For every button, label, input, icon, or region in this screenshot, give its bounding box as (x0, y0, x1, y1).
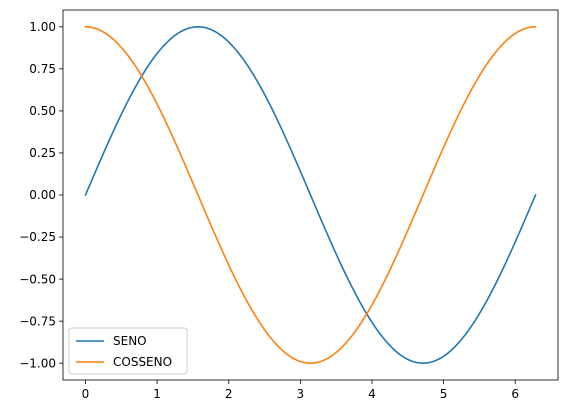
y-tick-label: −0.50 (19, 272, 56, 286)
x-tick-label: 0 (82, 387, 90, 401)
legend-label-1: COSSENO (113, 355, 172, 369)
y-tick-label: 0.25 (29, 146, 56, 160)
x-tick-label: 4 (368, 387, 376, 401)
x-tick-label: 2 (225, 387, 233, 401)
x-tick-label: 3 (297, 387, 305, 401)
legend: SENO COSSENO (68, 327, 188, 375)
legend-label-0: SENO (113, 334, 147, 348)
series-line-0 (84, 26, 537, 364)
series-layer (84, 25, 537, 364)
y-tick-label: 0.75 (29, 62, 56, 76)
y-tick-label: −0.75 (19, 314, 56, 328)
y-tick-label: −1.00 (19, 356, 56, 370)
y-tick-label: 0.00 (29, 188, 56, 202)
x-tick-label: 6 (511, 387, 519, 401)
series-line-1 (84, 25, 537, 364)
y-tick-label: −0.25 (19, 230, 56, 244)
y-tick-label: 0.50 (29, 104, 56, 118)
x-tick-label: 1 (153, 387, 161, 401)
y-tick-label: 1.00 (29, 20, 56, 34)
x-tick-label: 5 (440, 387, 448, 401)
y-axis: 1.00 0.75 0.50 0.25 0.00 −0.25 −0.50 −0.75 −1.00 (19, 20, 63, 370)
x-axis: 0 1 2 3 4 5 6 (82, 380, 519, 401)
